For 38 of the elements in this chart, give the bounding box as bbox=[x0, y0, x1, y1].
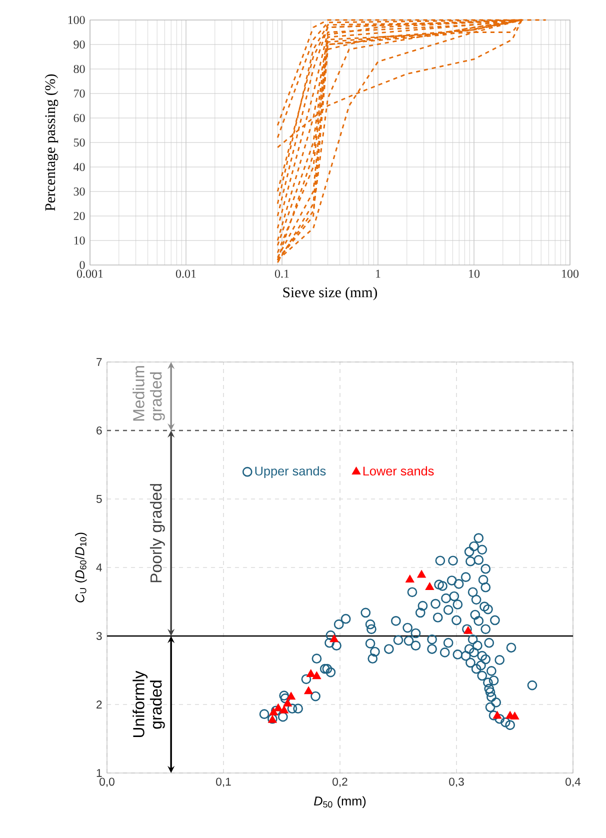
x-axis-title: D$_{50}$ (mm) bbox=[314, 796, 366, 808]
y-tick-label: 50 bbox=[74, 138, 85, 147]
y-tick-label: 3 bbox=[96, 632, 102, 640]
x-tick-label: 10 bbox=[469, 270, 480, 278]
x-tick-label: 0.001 bbox=[76, 270, 103, 278]
y-tick-label: 5 bbox=[96, 495, 102, 503]
y-tick-label: 0 bbox=[80, 260, 85, 270]
text: C$_{U}$ (D$_{60}$/D$_{10}$) bbox=[75, 532, 87, 602]
y-tick-label: 20 bbox=[74, 212, 85, 220]
y-tick-label: 100 bbox=[68, 16, 85, 24]
x-tick-label: 0,2 bbox=[332, 778, 348, 788]
y-tick-label: 7 bbox=[96, 358, 102, 366]
legend-label: Lower sands bbox=[363, 466, 434, 476]
x-tick-label: 0,1 bbox=[216, 778, 231, 788]
x-tick-label: 1 bbox=[376, 270, 380, 278]
y-tick-label: 60 bbox=[74, 114, 85, 122]
x-tick-label: 0.1 bbox=[274, 270, 289, 278]
y-tick-label: 2 bbox=[96, 700, 102, 708]
y-axis-title: Percentage passing (%) bbox=[44, 74, 58, 211]
annotation: Poorly graded bbox=[150, 484, 165, 582]
y-tick-label: 70 bbox=[74, 89, 85, 98]
y-tick-label: 1 bbox=[96, 769, 102, 777]
legend-label: Upper sands bbox=[255, 466, 326, 478]
y-tick-label: 80 bbox=[74, 64, 85, 74]
y-tick-label: 10 bbox=[74, 236, 85, 245]
x-tick-label: 0,4 bbox=[566, 778, 581, 788]
y-tick-label: 30 bbox=[74, 187, 85, 196]
y-tick-label: 6 bbox=[96, 426, 102, 434]
x-tick-label: 100 bbox=[562, 270, 579, 278]
y-tick-label: 90 bbox=[74, 40, 85, 49]
x-tick-label: 0,3 bbox=[449, 778, 464, 788]
y-tick-label: 40 bbox=[74, 162, 85, 172]
x-tick-label: 0,0 bbox=[100, 778, 114, 788]
annotation: Medium graded bbox=[132, 366, 165, 421]
y-tick-label: 4 bbox=[96, 564, 102, 572]
x-tick-label: 0.01 bbox=[176, 270, 196, 278]
x-axis-title: Sieve size (mm) bbox=[283, 287, 378, 300]
annotation: Uniformly graded bbox=[132, 670, 165, 738]
